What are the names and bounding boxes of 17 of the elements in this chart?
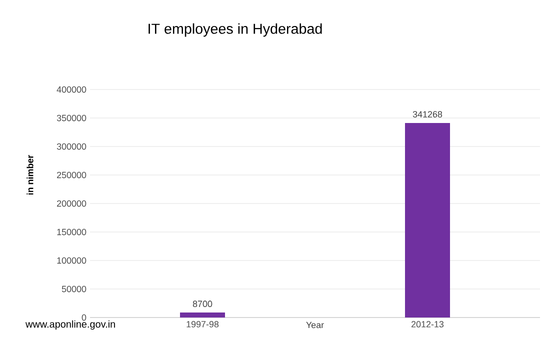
- data-label: 341268: [412, 111, 442, 118]
- data-label: 8700: [192, 300, 212, 308]
- y-tick-label: 250000: [57, 172, 86, 178]
- y-tick-label: 200000: [57, 200, 86, 207]
- y-tick-label: 150000: [57, 228, 86, 236]
- y-tick-label: 350000: [56, 114, 86, 122]
- x-tick-label: 2012-13: [412, 321, 444, 328]
- text: www.aponline.gov.in: [26, 320, 115, 330]
- y-tick-label: 0: [82, 314, 86, 321]
- chart-title: IT employees in Hyderabad: [148, 23, 322, 37]
- x-axis-title: Year: [306, 322, 324, 328]
- y-tick-label: 300000: [56, 143, 86, 150]
- x-tick-label: 1997-98: [186, 321, 219, 328]
- y-tick-label: 400000: [56, 86, 86, 93]
- y-axis-title: in nimber: [26, 154, 34, 195]
- y-tick-label: 50000: [62, 286, 86, 292]
- y-tick-label: 100000: [57, 257, 86, 264]
